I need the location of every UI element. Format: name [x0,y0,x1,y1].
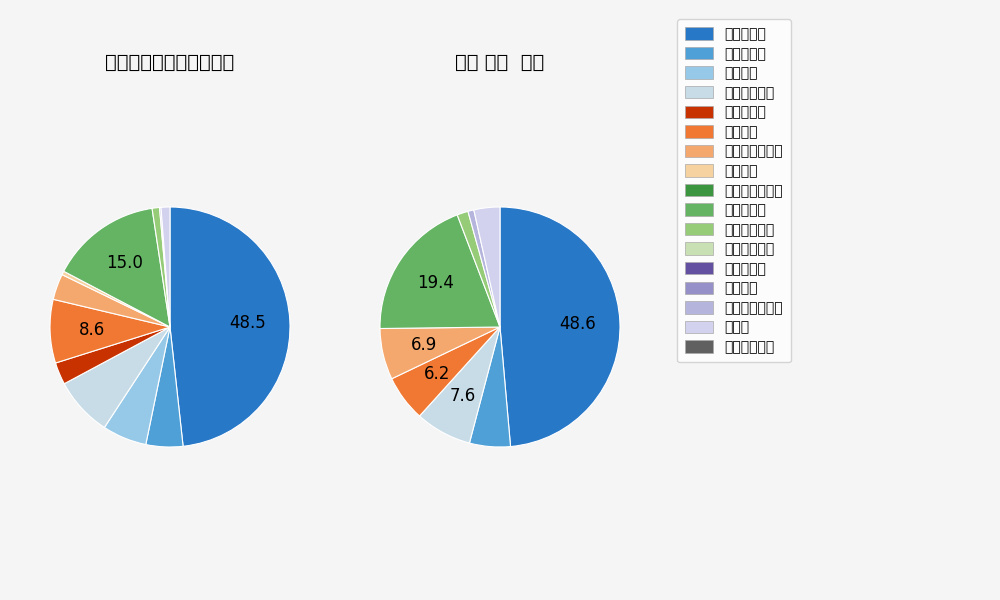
Wedge shape [380,215,500,329]
Wedge shape [62,271,170,327]
Wedge shape [146,327,183,447]
Text: 48.6: 48.6 [560,314,596,332]
Wedge shape [170,207,290,446]
Text: 48.5: 48.5 [230,314,266,332]
Text: 15.0: 15.0 [106,254,143,272]
Wedge shape [50,299,170,363]
Wedge shape [104,327,170,445]
Wedge shape [53,275,170,327]
Wedge shape [469,327,511,447]
Wedge shape [468,210,500,327]
Wedge shape [152,208,170,327]
Text: 6.2: 6.2 [424,365,451,383]
Text: パ・リーグ全プレイヤー: パ・リーグ全プレイヤー [105,53,235,72]
Wedge shape [161,207,170,327]
Wedge shape [392,327,500,416]
Text: 19.4: 19.4 [417,274,454,292]
Wedge shape [420,327,500,443]
Wedge shape [500,207,620,446]
Legend: ストレート, ツーシーム, シュート, カットボール, スプリット, フォーク, チェンジアップ, シンカー, 高速スライダー, スライダー, 縦スライダー, : ストレート, ツーシーム, シュート, カットボール, スプリット, フォーク,… [677,19,791,362]
Wedge shape [457,211,500,327]
Wedge shape [64,208,170,327]
Wedge shape [56,327,170,384]
Text: 7.6: 7.6 [450,386,476,404]
Text: 茶谷 健太  選手: 茶谷 健太 選手 [455,53,545,72]
Wedge shape [160,208,170,327]
Wedge shape [474,207,500,327]
Wedge shape [380,327,500,379]
Text: 6.9: 6.9 [411,336,437,354]
Wedge shape [64,327,170,427]
Text: 8.6: 8.6 [79,321,105,339]
